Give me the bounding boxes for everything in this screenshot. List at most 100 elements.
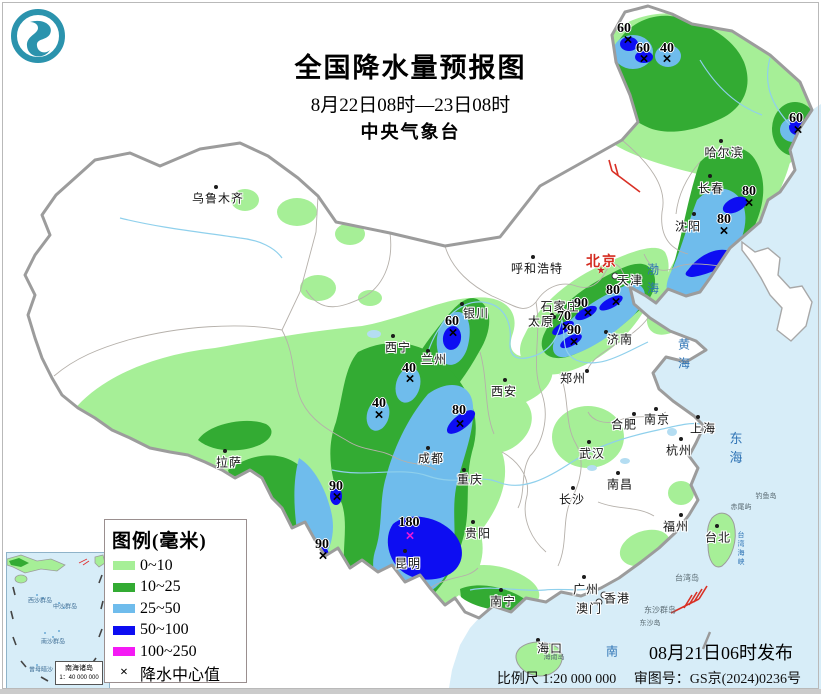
legend-swatch — [113, 582, 135, 592]
city-label: 上海 — [689, 421, 717, 436]
center-marker-label: 降水中心值 — [140, 667, 221, 685]
sea-label: 南 — [605, 644, 619, 659]
city-label: 台北 — [704, 530, 732, 545]
city-marker — [600, 591, 608, 599]
city-marker — [587, 440, 591, 444]
sea-label: 渤海 — [645, 263, 660, 301]
city-label: 贵阳 — [464, 526, 492, 541]
city-marker — [536, 638, 540, 642]
city-label: 广州 — [572, 582, 600, 597]
city-label: 哈尔滨 — [704, 145, 744, 160]
hainan-island — [515, 641, 563, 677]
city-marker — [403, 549, 407, 553]
precip-center-x: × — [793, 121, 803, 139]
precip-center-x: × — [332, 488, 342, 506]
sea-label: 黄海 — [676, 338, 691, 376]
city-label: 昆明 — [394, 556, 422, 571]
legend-item: 50~100 — [113, 620, 246, 642]
city-label: 乌鲁木齐 — [191, 191, 245, 206]
precip-center-value: 90 — [329, 479, 343, 494]
island-label: 东沙群岛 — [644, 605, 676, 615]
legend-item-label: 50~100 — [140, 621, 189, 639]
sea-label: 台湾海峡 — [737, 531, 745, 567]
korea-landmass — [741, 240, 813, 342]
precip-center-value: 80 — [452, 403, 466, 418]
legend-item-label: 100~250 — [140, 642, 197, 660]
legend-item: 0~10 — [113, 555, 246, 577]
release-time: 08月21日06时发布 — [649, 643, 793, 663]
precip-center-value: 90 — [315, 537, 329, 552]
precip-center-x: × — [455, 415, 465, 433]
city-label: 杭州 — [665, 443, 693, 458]
city-label: 郑州 — [559, 371, 587, 386]
map-scale-text: 比例尺 1:20 000 000 — [496, 672, 617, 687]
legend-item-label: 25~50 — [140, 599, 181, 617]
city-marker — [715, 524, 719, 528]
city-marker — [585, 369, 589, 373]
capital-marker: ★ — [596, 265, 606, 277]
city-marker — [719, 139, 723, 143]
city-label: 武汉 — [578, 446, 606, 461]
shear-line-annotation — [608, 159, 641, 193]
precip-center-value: 70 — [557, 309, 571, 324]
inset-caption-box: 南海诸岛 1：40 000 000 — [55, 661, 103, 685]
city-marker — [223, 449, 227, 453]
precip-50-100-layer — [317, 37, 805, 580]
city-label: 澳门 — [575, 601, 603, 616]
island-label: 东沙岛 — [639, 620, 661, 627]
inset-island-label: 南沙群岛 — [40, 639, 66, 646]
city-marker — [503, 378, 507, 382]
precip-center-value: 180 — [398, 515, 420, 530]
city-label: 沈阳 — [674, 219, 702, 234]
city-marker — [616, 471, 620, 475]
precip-center-x: × — [448, 324, 458, 342]
forecast-period: 8月22日08时—23日08时 — [310, 95, 511, 116]
city-label: 西安 — [490, 384, 518, 399]
city-marker — [679, 437, 683, 441]
city-label: 海口 — [536, 641, 564, 656]
map-footer: 比例尺 1:20 000 000 审图号：GS京(2024)0236号 — [483, 668, 801, 688]
city-marker — [571, 486, 575, 490]
page-bottom-bar — [0, 689, 821, 694]
precip-center-value: 60 — [789, 111, 803, 126]
inset-title: 南海诸岛 — [65, 665, 93, 672]
precip-center-value: 90 — [567, 323, 581, 338]
agency-name: 中央气象台 — [360, 122, 461, 142]
precip-center-x: × — [374, 406, 384, 424]
city-label: 合肥 — [610, 417, 638, 432]
city-marker — [692, 212, 696, 216]
capital-label: 北京 — [586, 253, 618, 269]
precip-center-value: 40 — [660, 41, 674, 56]
inset-island-label: 曾母暗沙 — [28, 667, 54, 674]
city-marker — [632, 412, 636, 416]
legend-swatch — [113, 604, 135, 614]
island-label: 海南岛 — [543, 654, 565, 661]
legend-item: 25~50 — [113, 598, 246, 620]
precip-center-value: 80 — [717, 212, 731, 227]
legend-item-label: 10~25 — [140, 578, 181, 596]
city-label: 南昌 — [606, 477, 634, 492]
south-china-sea-inset: 西沙群岛 中沙群岛 南沙群岛 曾母暗沙 南海诸岛 1：40 000 000 — [6, 552, 110, 690]
legend-item: 100~250 — [113, 641, 246, 663]
precip-center-value: 80 — [742, 184, 756, 199]
city-label: 兰州 — [420, 352, 448, 367]
precip-center-value: 40 — [372, 396, 386, 411]
city-marker — [391, 334, 395, 338]
island-chain-mark — [701, 631, 712, 650]
island-label: 钓鱼岛 — [755, 493, 777, 500]
city-label: 石家庄 — [540, 299, 580, 314]
city-label: 银川 — [462, 306, 490, 321]
national-boundary — [23, 4, 814, 620]
precip-center-x: × — [561, 318, 571, 336]
precip-center-value: 60 — [445, 314, 459, 329]
city-marker — [460, 302, 464, 306]
precip-center-value: 40 — [402, 361, 416, 376]
island-label: 赤尾屿 — [730, 504, 752, 511]
legend-item: 10~25 — [113, 577, 246, 599]
city-marker — [471, 520, 475, 524]
island-label: 台湾岛 — [675, 573, 699, 583]
city-marker — [611, 272, 619, 280]
precip-center-x: × — [405, 527, 415, 545]
